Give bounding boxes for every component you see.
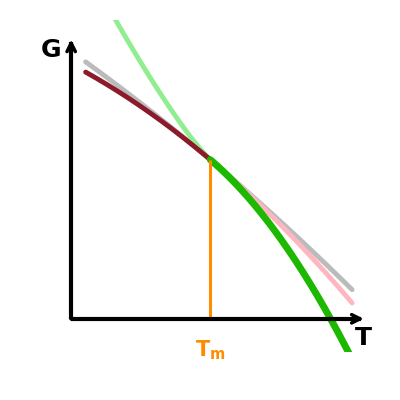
Text: T: T <box>355 326 372 350</box>
Text: $\mathbf{T_m}$: $\mathbf{T_m}$ <box>195 338 226 362</box>
Text: G: G <box>40 38 61 62</box>
